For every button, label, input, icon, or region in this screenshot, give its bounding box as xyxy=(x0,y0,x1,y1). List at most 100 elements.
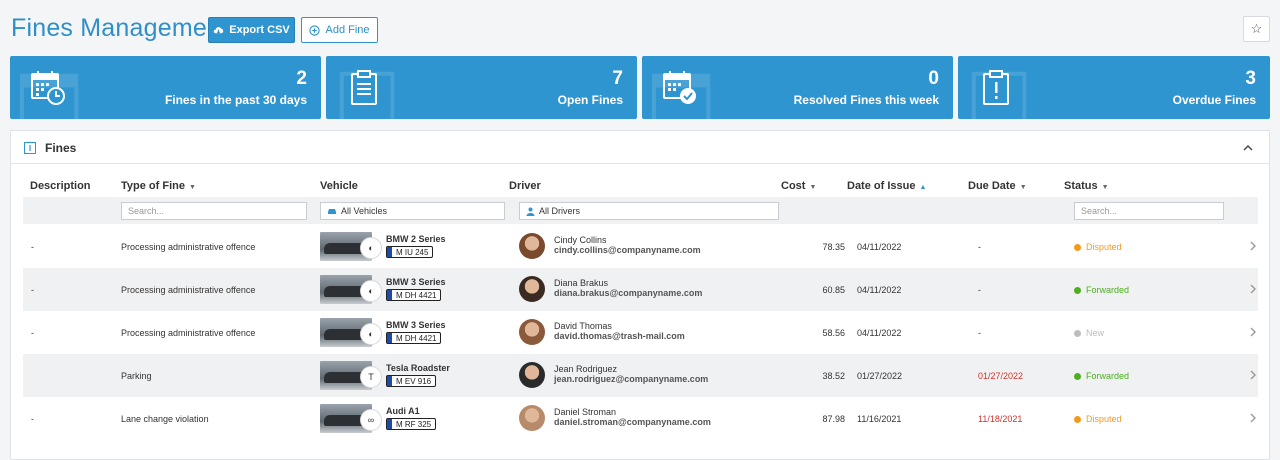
column-header-driver: Driver xyxy=(509,180,541,192)
table-row[interactable]: Parking T Tesla Roadster M EV 916 Jean Rodri… xyxy=(23,354,1258,397)
chevron-right-icon[interactable] xyxy=(1248,240,1258,252)
filter-row: Search... All Vehicles All Drivers Searc… xyxy=(23,197,1258,224)
date-of-issue-cell: 04/11/2022 xyxy=(857,328,902,338)
tesla-logo-icon: T xyxy=(360,366,382,388)
driver-email: cindy.collins@companyname.com xyxy=(554,245,701,255)
vehicle-name: Tesla Roadster xyxy=(386,363,450,373)
card-value: 7 xyxy=(612,68,623,89)
column-header-cost[interactable]: Cost ▼ xyxy=(781,180,817,192)
description-cell: - xyxy=(31,328,34,338)
status-badge: Disputed xyxy=(1074,414,1122,424)
export-csv-label: Export CSV xyxy=(229,24,290,36)
license-plate: M IU 245 xyxy=(386,246,434,258)
license-plate: M DH 4421 xyxy=(386,332,442,344)
vehicle-name: BMW 3 Series xyxy=(386,320,446,330)
table-row[interactable]: - Lane change violation ∞ Audi A1 M RF 325 Da… xyxy=(23,397,1258,440)
add-fine-button[interactable]: Add Fine xyxy=(301,17,378,43)
card-fines-past-30-days[interactable]: 2 Fines in the past 30 days xyxy=(10,56,321,119)
card-value: 3 xyxy=(1245,68,1256,89)
page-title: Fines Management xyxy=(11,14,229,42)
card-open-fines[interactable]: 7 Open Fines xyxy=(326,56,637,119)
avatar xyxy=(519,405,545,431)
audi-logo-icon: ∞ xyxy=(360,409,382,431)
status-search-input[interactable]: Search... xyxy=(1074,202,1224,220)
export-csv-button[interactable]: Export CSV xyxy=(208,17,295,43)
table-row[interactable]: - Processing administrative offence ◐ BMW 3… xyxy=(23,268,1258,311)
type-cell: Processing administrative offence xyxy=(121,285,256,295)
bmw-logo-icon: ◐ xyxy=(360,237,382,259)
type-cell: Parking xyxy=(121,371,152,381)
calendar-check-icon xyxy=(663,71,696,104)
due-date-cell: - xyxy=(978,285,981,295)
chevron-right-icon[interactable] xyxy=(1248,326,1258,338)
bmw-logo-icon: ◐ xyxy=(360,280,382,302)
user-icon xyxy=(526,207,535,216)
fines-panel: Fines Description Type of Fine ▼ Vehicle … xyxy=(10,130,1270,460)
status-badge: Disputed xyxy=(1074,242,1122,252)
cost-cell: 78.35 xyxy=(822,242,845,252)
license-plate: M EV 916 xyxy=(386,375,437,387)
avatar xyxy=(519,233,545,259)
license-plate: M DH 4421 xyxy=(386,289,442,301)
cost-cell: 38.52 xyxy=(822,371,845,381)
vehicle-filter-select[interactable]: All Vehicles xyxy=(320,202,505,220)
driver-filter-select[interactable]: All Drivers xyxy=(519,202,779,220)
chevron-up-icon[interactable] xyxy=(1241,141,1255,155)
cost-cell: 87.98 xyxy=(822,414,845,424)
cloud-download-icon xyxy=(214,26,224,34)
chevron-right-icon[interactable] xyxy=(1248,283,1258,295)
panel-header: Fines xyxy=(11,131,1269,164)
table-row[interactable]: - Processing administrative offence ◐ BMW 3… xyxy=(23,311,1258,354)
type-cell: Processing administrative offence xyxy=(121,328,256,338)
chevron-right-icon[interactable] xyxy=(1248,412,1258,424)
chevron-right-icon[interactable] xyxy=(1248,369,1258,381)
date-of-issue-cell: 04/11/2022 xyxy=(857,285,902,295)
card-resolved-fines-week[interactable]: 0 Resolved Fines this week xyxy=(642,56,953,119)
driver-email: david.thomas@trash-mail.com xyxy=(554,331,685,341)
status-badge: New xyxy=(1074,328,1104,338)
cost-cell: 60.85 xyxy=(822,285,845,295)
type-search-input[interactable]: Search... xyxy=(121,202,307,220)
avatar xyxy=(519,362,545,388)
status-badge: Forwarded xyxy=(1074,285,1129,295)
column-header-type[interactable]: Type of Fine ▼ xyxy=(121,180,196,192)
bmw-logo-icon: ◐ xyxy=(360,323,382,345)
description-cell: - xyxy=(31,242,34,252)
caret-down-icon: ▼ xyxy=(1019,184,1027,191)
due-date-cell: - xyxy=(978,328,981,338)
calendar-clock-icon xyxy=(31,71,65,105)
due-date-cell: - xyxy=(978,242,981,252)
driver-email: daniel.stroman@companyname.com xyxy=(554,417,711,427)
date-of-issue-cell: 11/16/2021 xyxy=(857,414,902,424)
description-cell: - xyxy=(31,414,34,424)
driver-name: Diana Brakus xyxy=(554,278,609,288)
column-header-status[interactable]: Status ▼ xyxy=(1064,180,1109,192)
panel-title: Fines xyxy=(45,141,77,155)
status-badge: Forwarded xyxy=(1074,371,1129,381)
vehicle-name: BMW 3 Series xyxy=(386,277,446,287)
card-value: 2 xyxy=(296,68,307,89)
license-plate: M RF 325 xyxy=(386,418,437,430)
clipboard-icon xyxy=(24,141,36,154)
card-label: Overdue Fines xyxy=(1172,93,1256,107)
type-cell: Processing administrative offence xyxy=(121,242,256,252)
table-row[interactable]: - Processing administrative offence ◐ BMW 2… xyxy=(23,225,1258,268)
clipboard-icon xyxy=(351,70,377,105)
favorite-button[interactable]: ☆ xyxy=(1243,16,1270,42)
column-header-due-date[interactable]: Due Date ▼ xyxy=(968,180,1027,192)
date-of-issue-cell: 01/27/2022 xyxy=(857,371,903,381)
card-overdue-fines[interactable]: 3 Overdue Fines xyxy=(958,56,1270,119)
column-header-description: Description xyxy=(30,180,91,192)
caret-up-icon: ▲ xyxy=(919,184,927,191)
card-label: Fines in the past 30 days xyxy=(164,93,307,107)
avatar xyxy=(519,319,545,345)
driver-email: jean.rodriguez@companyname.com xyxy=(554,374,709,384)
driver-name: Cindy Collins xyxy=(554,235,607,245)
driver-name: Daniel Stroman xyxy=(554,407,617,417)
card-label: Resolved Fines this week xyxy=(793,93,939,107)
due-date-cell: 11/18/2021 xyxy=(978,414,1023,424)
summary-cards: 2 Fines in the past 30 days 7 Open Fines… xyxy=(10,56,1270,119)
due-date-cell: 01/27/2022 xyxy=(978,371,1024,381)
column-header-date-of-issue[interactable]: Date of Issue ▲ xyxy=(847,180,927,192)
page-header: Fines Management Export CSV Add Fine ☆ xyxy=(0,0,1280,56)
